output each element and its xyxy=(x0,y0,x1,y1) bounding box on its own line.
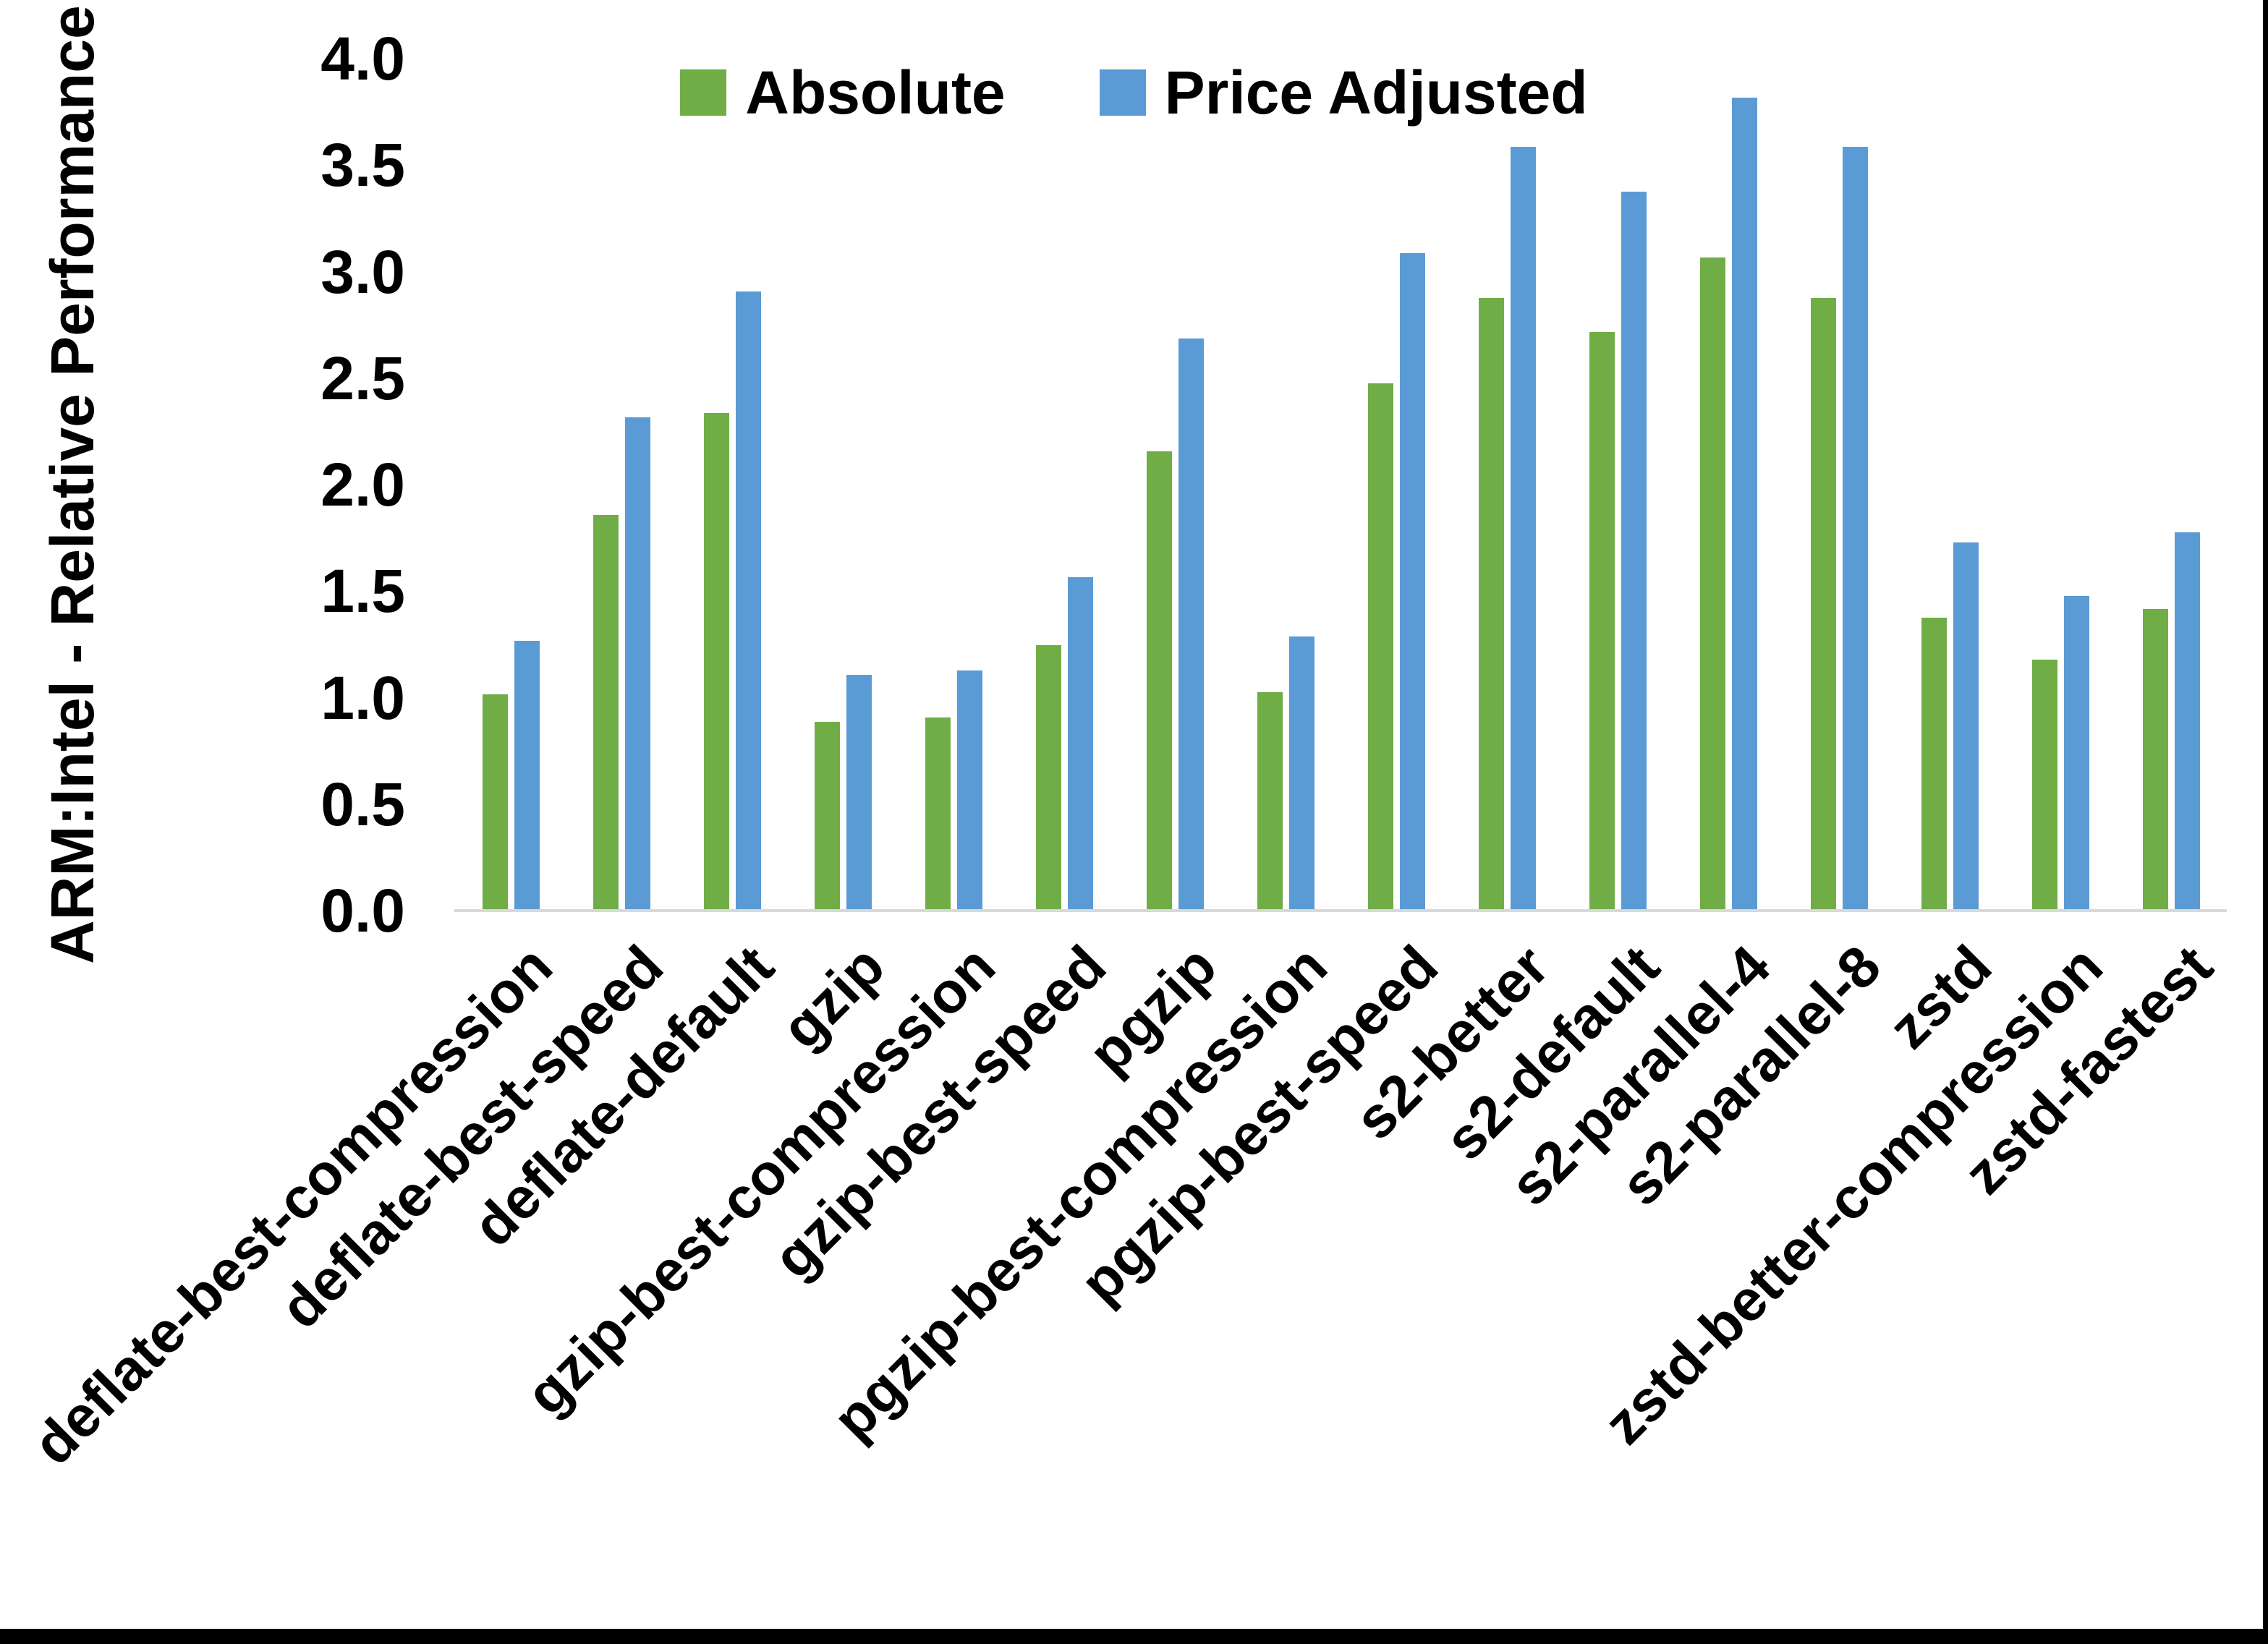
bottom-border xyxy=(0,1629,2268,1644)
bar-absolute-deflate-best-speed xyxy=(593,515,619,909)
bar-absolute-pgzip-best-compression xyxy=(1257,691,1283,909)
bar-absolute-s2-default xyxy=(1589,331,1615,909)
bar-absolute-deflate-best-compression xyxy=(483,694,508,909)
absolute-legend-swatch-icon xyxy=(680,69,727,116)
bar-price-adjusted-s2-parallel-8 xyxy=(1843,146,1868,909)
legend-item-absolute: Absolute xyxy=(680,59,1006,127)
bar-price-adjusted-gzip-best-compression xyxy=(957,670,982,909)
bar-absolute-s2-parallel-4 xyxy=(1700,257,1725,909)
y-axis-tick-label: 3.5 xyxy=(320,131,405,200)
bar-price-adjusted-pgzip-best-speed xyxy=(1400,252,1425,909)
y-axis-tick-label: 2.5 xyxy=(320,344,405,412)
y-axis-tick-label: 0.5 xyxy=(320,770,405,838)
bar-absolute-pgzip-best-speed xyxy=(1368,383,1393,909)
bar-price-adjusted-s2-default xyxy=(1621,191,1647,909)
legend: Absolute Price Adjusted xyxy=(0,62,2268,123)
bar-absolute-pgzip xyxy=(1147,451,1172,909)
y-axis-tick-label: 3.0 xyxy=(320,237,405,306)
bar-price-adjusted-deflate-default xyxy=(736,291,761,909)
bar-absolute-gzip-best-compression xyxy=(925,717,951,909)
y-axis-tick-label: 0.0 xyxy=(320,877,405,945)
bar-absolute-s2-better xyxy=(1479,297,1504,909)
bar-price-adjusted-gzip xyxy=(846,675,872,909)
bar-price-adjusted-zstd xyxy=(1953,542,1979,909)
legend-item-price-adjusted: Price Adjusted xyxy=(1099,59,1588,127)
legend-label-price-adjusted: Price Adjusted xyxy=(1164,59,1588,127)
right-border xyxy=(2263,0,2268,1644)
bar-price-adjusted-deflate-best-compression xyxy=(514,640,540,909)
bar-price-adjusted-s2-parallel-4 xyxy=(1732,97,1757,909)
y-axis-tick-label: 1.5 xyxy=(320,557,405,626)
bar-price-adjusted-s2-better xyxy=(1511,146,1536,909)
bar-absolute-deflate-default xyxy=(704,412,729,909)
bar-price-adjusted-pgzip-best-compression xyxy=(1289,636,1314,909)
bar-price-adjusted-gzip-best-speed xyxy=(1068,576,1093,909)
bar-absolute-gzip xyxy=(815,721,840,909)
y-axis-tick-label: 2.0 xyxy=(320,451,405,519)
legend-label-absolute: Absolute xyxy=(745,59,1006,127)
bar-price-adjusted-zstd-better-compression xyxy=(2064,596,2089,909)
bar-absolute-zstd xyxy=(1921,617,1947,909)
x-axis-line xyxy=(454,909,2227,912)
price-adjusted-legend-swatch-icon xyxy=(1099,69,1146,116)
y-axis-tick-label: 4.0 xyxy=(320,25,405,93)
bar-absolute-zstd-better-compression xyxy=(2032,660,2057,909)
y-axis-tick-label: 1.0 xyxy=(320,663,405,732)
bar-absolute-s2-parallel-8 xyxy=(1811,297,1836,909)
bar-price-adjusted-pgzip xyxy=(1178,338,1204,909)
bar-price-adjusted-deflate-best-speed xyxy=(625,417,650,909)
bar-absolute-gzip-best-speed xyxy=(1036,644,1061,909)
bar-price-adjusted-zstd-fastest xyxy=(2175,532,2200,909)
bar-absolute-zstd-fastest xyxy=(2143,608,2168,909)
